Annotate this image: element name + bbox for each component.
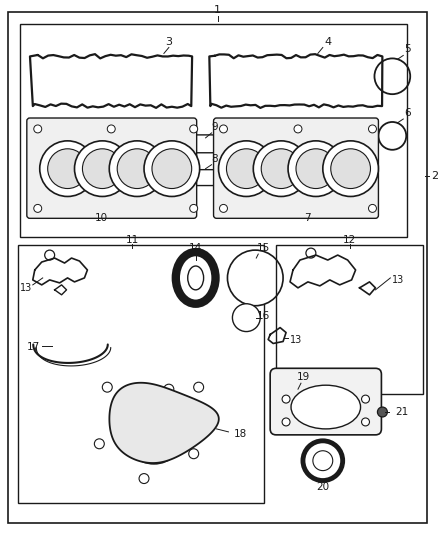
- Circle shape: [361, 395, 370, 403]
- Text: 5: 5: [404, 44, 410, 54]
- Circle shape: [233, 304, 260, 332]
- Circle shape: [378, 407, 387, 417]
- Bar: [276, 245, 423, 394]
- Text: 6: 6: [404, 108, 410, 118]
- Text: 1: 1: [214, 5, 221, 15]
- Circle shape: [282, 418, 290, 426]
- Text: 20: 20: [316, 481, 329, 491]
- Circle shape: [124, 404, 184, 464]
- Text: 11: 11: [125, 235, 139, 245]
- Circle shape: [34, 205, 42, 212]
- Text: 15: 15: [257, 243, 270, 253]
- Circle shape: [34, 125, 42, 133]
- Circle shape: [294, 125, 302, 133]
- Text: 8: 8: [211, 154, 218, 164]
- Circle shape: [219, 205, 227, 212]
- FancyBboxPatch shape: [270, 368, 381, 435]
- Text: 17: 17: [26, 342, 40, 352]
- FancyBboxPatch shape: [214, 118, 378, 219]
- Text: 13: 13: [20, 283, 32, 293]
- Circle shape: [107, 125, 115, 133]
- Circle shape: [261, 149, 301, 189]
- Text: 2: 2: [431, 171, 438, 181]
- Circle shape: [48, 149, 88, 189]
- Circle shape: [109, 141, 165, 197]
- Polygon shape: [110, 383, 219, 463]
- Ellipse shape: [188, 266, 204, 290]
- Text: 19: 19: [297, 372, 310, 382]
- Circle shape: [226, 149, 266, 189]
- Circle shape: [227, 250, 283, 306]
- Circle shape: [194, 382, 204, 392]
- Circle shape: [288, 141, 344, 197]
- Circle shape: [189, 449, 199, 459]
- Circle shape: [94, 439, 104, 449]
- Circle shape: [164, 384, 174, 394]
- Text: 13: 13: [392, 275, 405, 285]
- Circle shape: [190, 125, 198, 133]
- Ellipse shape: [291, 385, 360, 429]
- FancyBboxPatch shape: [27, 118, 197, 219]
- Circle shape: [368, 125, 376, 133]
- Circle shape: [134, 414, 174, 454]
- Circle shape: [139, 474, 149, 483]
- Circle shape: [102, 382, 112, 392]
- Text: 3: 3: [166, 37, 173, 46]
- Circle shape: [40, 141, 95, 197]
- Text: 10: 10: [95, 213, 108, 223]
- Circle shape: [144, 141, 200, 197]
- Circle shape: [146, 426, 162, 442]
- Text: 14: 14: [189, 243, 202, 253]
- Circle shape: [152, 149, 192, 189]
- Bar: [20, 23, 407, 237]
- Circle shape: [282, 395, 290, 403]
- Text: 4: 4: [324, 37, 331, 46]
- Circle shape: [296, 149, 336, 189]
- Circle shape: [361, 418, 370, 426]
- Circle shape: [253, 141, 309, 197]
- Circle shape: [117, 149, 157, 189]
- Text: 16: 16: [257, 311, 270, 321]
- Circle shape: [74, 141, 130, 197]
- Ellipse shape: [176, 252, 215, 304]
- Circle shape: [219, 125, 227, 133]
- Circle shape: [331, 149, 371, 189]
- Circle shape: [323, 141, 378, 197]
- Circle shape: [303, 441, 343, 481]
- Circle shape: [82, 149, 122, 189]
- Circle shape: [219, 141, 274, 197]
- Circle shape: [368, 205, 376, 212]
- Text: 7: 7: [304, 213, 311, 223]
- Text: 21: 21: [396, 407, 409, 417]
- Text: 9: 9: [211, 122, 218, 132]
- Text: 12: 12: [343, 235, 356, 245]
- Text: 13: 13: [290, 335, 302, 344]
- Circle shape: [190, 205, 198, 212]
- Text: 18: 18: [233, 429, 247, 439]
- Circle shape: [313, 451, 333, 471]
- Bar: [18, 245, 264, 503]
